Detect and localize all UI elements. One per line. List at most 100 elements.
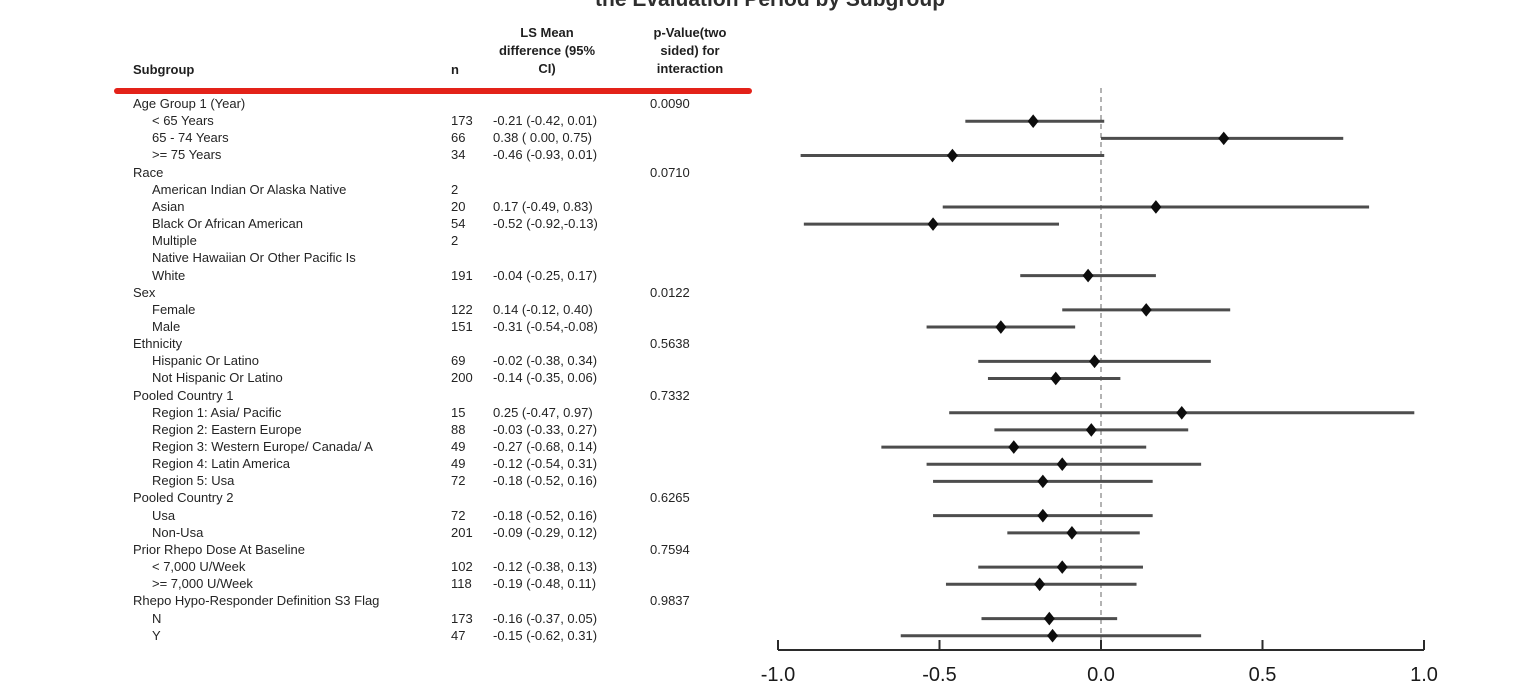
interaction-p-value: 0.0090 (650, 96, 690, 111)
subgroup-level-label: Non-Usa (152, 524, 204, 540)
n-value: 191 (451, 267, 473, 283)
ls-mean-ci-value: -0.18 (-0.52, 0.16) (493, 507, 598, 523)
subgroup-group-label: Pooled Country 1 (133, 387, 234, 403)
estimate-diamond-marker (1056, 457, 1068, 472)
estimate-diamond-marker (995, 320, 1007, 334)
ls-mean-ci-value: -0.12 (-0.54, 0.31) (493, 456, 598, 472)
subgroup-level-label: Region 2: Eastern Europe (152, 421, 302, 437)
estimate-diamond-marker (1089, 354, 1101, 369)
estimate-diamond-marker (1027, 114, 1039, 129)
ls-mean-ci-value: -0.46 (-0.93, 0.01) (493, 147, 598, 163)
n-value: 122 (451, 301, 473, 317)
subgroup-level-label: N (152, 610, 162, 626)
n-value: 49 (451, 439, 466, 454)
n-value: 47 (451, 627, 466, 643)
estimate-diamond-marker (1056, 560, 1068, 574)
estimate-diamond-marker (1047, 628, 1059, 643)
x-axis-tick-label: -0.5 (922, 664, 956, 686)
interaction-p-value: 0.7332 (650, 387, 690, 403)
subgroup-group-label: Ethnicity (133, 336, 183, 352)
n-value: 173 (451, 610, 473, 626)
subgroup-level-label: Region 3: Western Europe/ Canada/ A (152, 439, 373, 454)
subgroup-level-label: Region 4: Latin America (152, 456, 291, 472)
interaction-p-value: 0.6265 (650, 490, 690, 506)
estimate-diamond-marker (1066, 526, 1078, 540)
subgroup-group-label: Pooled Country 2 (133, 490, 234, 506)
subgroup-level-label: Region 1: Asia/ Pacific (152, 404, 282, 420)
interaction-p-value: 0.7594 (650, 541, 690, 557)
subgroup-level-label: Black Or African American (152, 216, 303, 232)
subgroup-level-label: American Indian Or Alaska Native (152, 181, 347, 197)
subgroup-group-label: Rhepo Hypo-Responder Definition S3 Flag (133, 593, 380, 609)
interaction-p-value: 0.9837 (650, 593, 690, 609)
column-header-ls-mean-difference: LS Mean difference (95% CI) (498, 25, 596, 76)
ls-mean-ci-value: 0.14 (-0.12, 0.40) (493, 301, 593, 317)
subgroup-level-label: >= 75 Years (152, 147, 222, 163)
ls-mean-ci-value: -0.03 (-0.33, 0.27) (493, 421, 598, 437)
subgroup-level-label: >= 7,000 U/Week (152, 576, 253, 592)
subgroup-level-label: Usa (152, 507, 176, 523)
subgroup-group-label: Prior Rhepo Dose At Baseline (133, 541, 305, 557)
x-axis-tick-label: 0.0 (1087, 664, 1115, 686)
ls-mean-ci-value: 0.25 (-0.47, 0.97) (493, 404, 593, 420)
n-value: 151 (451, 318, 473, 334)
interaction-p-value: 0.5638 (650, 336, 690, 352)
ls-mean-ci-value: 0.17 (-0.49, 0.83) (493, 198, 593, 214)
n-value: 173 (451, 113, 473, 129)
n-value: 66 (451, 130, 466, 146)
estimate-diamond-marker (927, 217, 939, 231)
estimate-diamond-marker (1037, 474, 1049, 489)
n-value: 72 (451, 473, 466, 489)
column-header-n: n (451, 62, 459, 77)
estimate-diamond-marker (1043, 611, 1055, 626)
ls-mean-ci-value: -0.21 (-0.42, 0.01) (493, 113, 598, 129)
subgroup-level-label: Region 5: Usa (152, 473, 235, 489)
estimate-diamond-marker (1037, 508, 1049, 523)
x-axis-tick-label: 1.0 (1410, 664, 1438, 686)
estimate-diamond-marker (1150, 200, 1162, 214)
ls-mean-ci-value: -0.31 (-0.54,-0.08) (493, 318, 598, 334)
ls-mean-ci-value: -0.09 (-0.29, 0.12) (493, 524, 598, 540)
estimate-diamond-marker (1218, 131, 1230, 146)
n-value: 72 (451, 507, 466, 523)
ls-mean-ci-value: -0.14 (-0.35, 0.06) (493, 370, 598, 386)
red-underline-annotation (114, 88, 752, 94)
x-axis-tick-label: -1.0 (761, 664, 795, 686)
ls-mean-ci-value: -0.18 (-0.52, 0.16) (493, 473, 598, 489)
estimate-diamond-marker (1085, 423, 1097, 437)
ls-mean-ci-value: -0.04 (-0.25, 0.17) (493, 267, 598, 283)
n-value: 200 (451, 370, 473, 386)
subgroup-level-label: Y (152, 627, 161, 643)
n-value: 2 (451, 181, 459, 197)
ls-mean-ci-value: -0.19 (-0.48, 0.11) (493, 576, 597, 592)
estimate-diamond-marker (1008, 440, 1020, 454)
subgroup-level-label: 65 - 74 Years (152, 130, 229, 146)
ls-mean-ci-value: -0.16 (-0.37, 0.05) (493, 610, 598, 626)
n-value: 69 (451, 353, 466, 369)
n-value: 201 (451, 524, 473, 540)
subgroup-level-label: White (152, 267, 186, 283)
n-value: 20 (451, 198, 466, 214)
ls-mean-ci-value: -0.27 (-0.68, 0.14) (493, 439, 598, 454)
subgroup-level-label: Female (152, 301, 196, 317)
figure-title: the Evaluation Period by Subgroup (595, 0, 945, 12)
subgroup-level-label: < 7,000 U/Week (152, 559, 246, 575)
subgroup-group-label: Race (133, 164, 164, 180)
subgroup-level-label: Native Hawaiian Or Other Pacific Is (152, 250, 356, 266)
interaction-p-value: 0.0122 (650, 284, 690, 300)
subgroup-level-label: Multiple (152, 233, 197, 249)
n-value: 34 (451, 147, 466, 163)
estimate-diamond-marker (1082, 268, 1094, 283)
estimate-diamond-marker (946, 148, 958, 163)
subgroup-level-label: Hispanic Or Latino (152, 353, 259, 369)
subgroup-level-label: < 65 Years (152, 113, 214, 129)
n-value: 2 (451, 233, 459, 249)
n-value: 54 (451, 216, 466, 232)
ls-mean-ci-value: -0.52 (-0.92,-0.13) (493, 216, 598, 232)
column-header-p-value: p-Value(two sided) for interaction (653, 25, 727, 76)
n-value: 88 (451, 421, 466, 437)
estimate-diamond-marker (1050, 371, 1062, 386)
interaction-p-value: 0.0710 (650, 164, 690, 180)
